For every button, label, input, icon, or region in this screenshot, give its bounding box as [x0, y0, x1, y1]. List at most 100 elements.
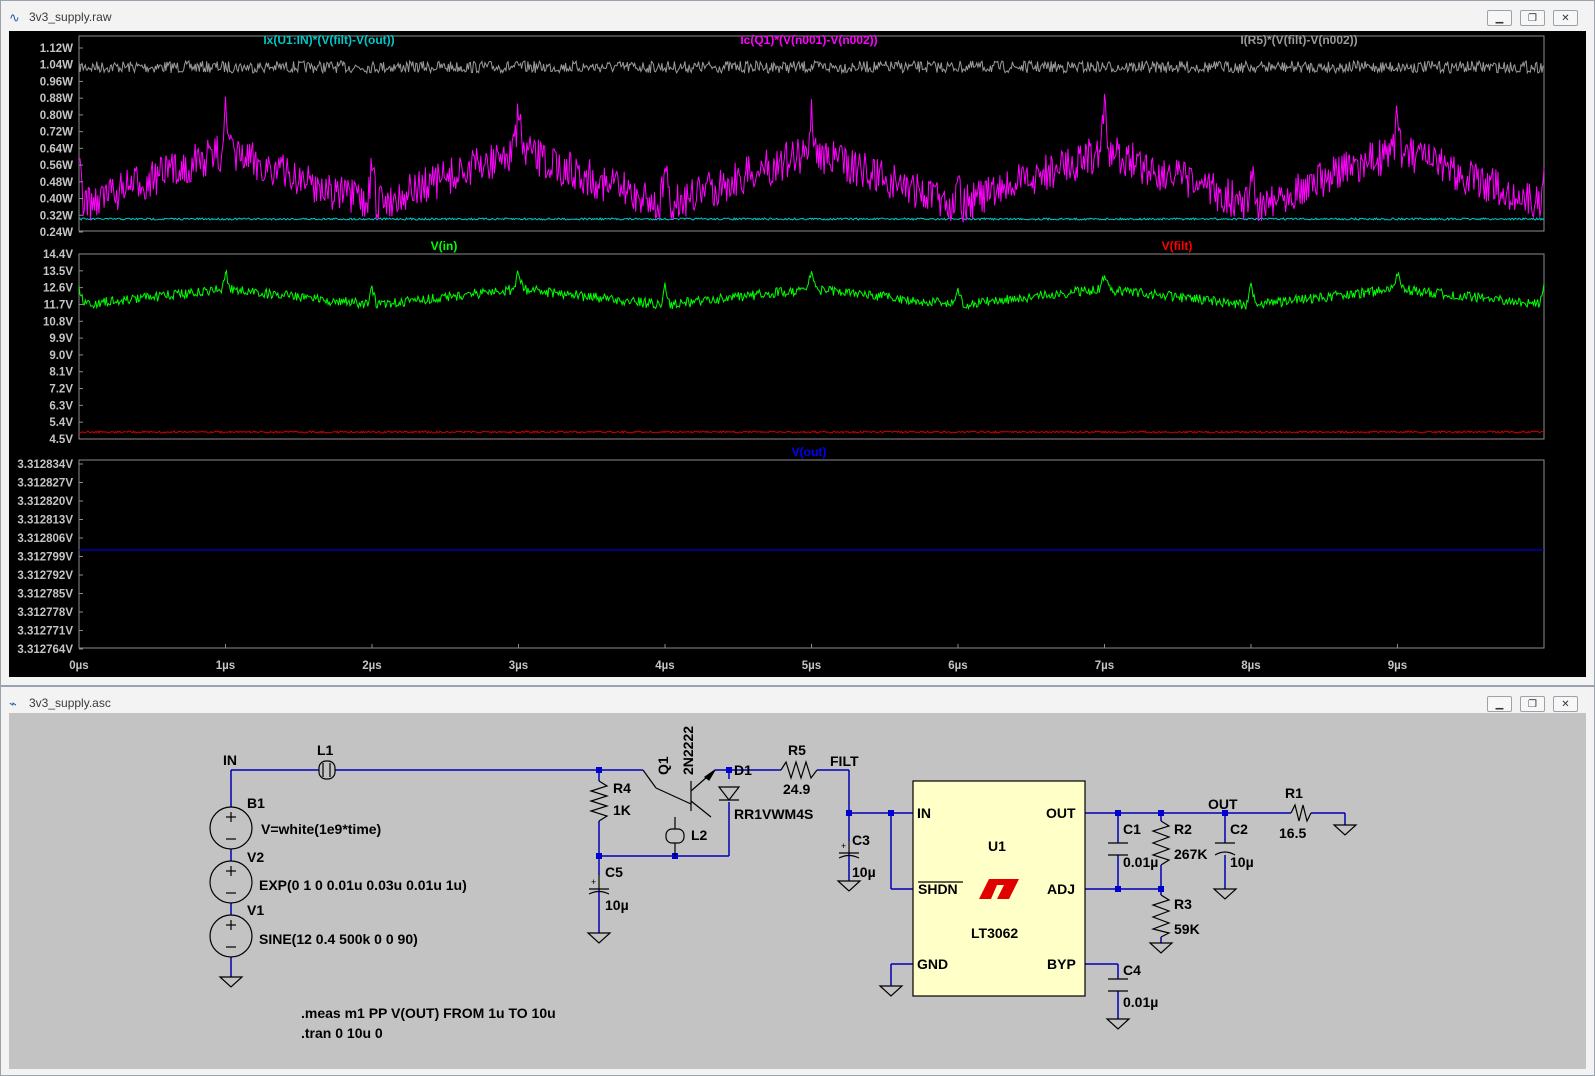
x-tick-label: 1µs	[216, 660, 235, 672]
y-tick-label: 0.96W	[40, 76, 73, 88]
y-tick-label: 0.80W	[40, 110, 73, 122]
voltage-source-v1[interactable]	[209, 914, 253, 958]
trace-ix-u1-power[interactable]	[78, 216, 1545, 221]
resistor-r5[interactable]	[780, 759, 818, 781]
ground-icon	[878, 985, 904, 997]
component-label-r1: R1	[1285, 785, 1303, 801]
component-label-q1: Q1	[655, 756, 671, 775]
capacitor-c4[interactable]	[1108, 978, 1128, 992]
resistor-r2[interactable]	[1151, 820, 1171, 866]
trace-title[interactable]: V(out)	[792, 445, 827, 459]
pin-label-byp: BYP	[1047, 956, 1076, 972]
minimize-button[interactable]: ▁	[1487, 696, 1512, 712]
component-value-q1: 2N2222	[680, 726, 696, 775]
trace-title[interactable]: Ic(Q1)*(V(n001)-V(n002))	[740, 33, 877, 47]
component-label-c4: C4	[1123, 962, 1141, 978]
x-tick-label: 0µs	[69, 660, 88, 672]
spice-directive-meas[interactable]: .meas m1 PP V(OUT) FROM 1u TO 10u	[301, 1005, 556, 1021]
component-value-r2: 267K	[1174, 846, 1207, 862]
y-tick-label: 8.1V	[49, 367, 73, 379]
resistor-r4[interactable]	[588, 780, 610, 822]
close-button[interactable]: ✕	[1553, 696, 1578, 712]
component-value-r3: 59K	[1174, 921, 1200, 937]
x-tick-label: 4µs	[655, 660, 674, 672]
component-value-c5: 10µ	[605, 897, 629, 913]
trace-v-filt[interactable]	[78, 430, 1545, 435]
plot-pane-frame[interactable]	[78, 253, 1545, 440]
regulator-u1[interactable]	[912, 780, 1086, 997]
waveform-titlebar[interactable]: ∿ 3v3_supply.raw ▁ ❐ ✕	[1, 1, 1594, 31]
minimize-button[interactable]: ▁	[1487, 10, 1512, 26]
component-value-c2: 10µ	[1230, 854, 1254, 870]
schematic-titlebar[interactable]: ⌁ 3v3_supply.asc ▁ ❐ ✕	[1, 687, 1594, 717]
resistor-r1[interactable]	[1290, 803, 1312, 823]
transistor-q1[interactable]	[642, 769, 716, 818]
y-tick-label: 0.56W	[40, 160, 73, 172]
waveform-plot[interactable]: 1.12W 1.04W 0.96W 0.88W 0.80W 0.72W 0.64W 0.56W…	[9, 31, 1586, 677]
y-tick-label: 0.24W	[40, 227, 73, 239]
x-tick-label: 8µs	[1241, 660, 1260, 672]
y-tick-label: 9.0V	[49, 350, 73, 362]
y-tick-label: 14.4V	[43, 249, 73, 261]
pin-label-out: OUT	[1046, 805, 1076, 821]
trace-title[interactable]: V(in)	[431, 239, 458, 253]
x-tick-label: 5µs	[802, 660, 821, 672]
net-label-out: OUT	[1208, 796, 1238, 812]
trace-ic-q1-power[interactable]	[78, 93, 1545, 223]
pin-label-adj: ADJ	[1047, 881, 1075, 897]
x-tick-label: 7µs	[1095, 660, 1114, 672]
y-tick-label: 3.312820V	[17, 496, 73, 508]
inductor-l2[interactable]	[665, 817, 685, 856]
capacitor-c5[interactable]	[588, 875, 610, 895]
trace-title[interactable]: Ix(U1:IN)*(V(filt)-V(out))	[263, 33, 394, 47]
restore-button[interactable]: ❐	[1520, 696, 1545, 712]
component-label-c5: C5	[605, 864, 623, 880]
y-tick-label: 3.312813V	[17, 515, 73, 527]
spice-directive-tran[interactable]: .tran 0 10u 0	[301, 1025, 383, 1041]
waveform-window-title: 3v3_supply.raw	[29, 10, 112, 24]
schematic-icon: ⌁	[9, 696, 17, 711]
x-tick-label: 2µs	[362, 660, 381, 672]
lt-logo	[979, 879, 1019, 899]
ground-icon	[1105, 1018, 1131, 1030]
component-part-u1: LT3062	[971, 925, 1018, 941]
capacitor-c3[interactable]	[838, 841, 860, 859]
y-tick-label: 0.32W	[40, 210, 73, 222]
y-tick-label: 3.312792V	[17, 570, 73, 582]
diode-d1[interactable]	[717, 786, 741, 801]
schematic-window: ⌁ 3v3_supply.asc ▁ ❐ ✕	[0, 686, 1595, 1076]
plot-pane-frame[interactable]	[78, 459, 1545, 649]
ground-icon	[1148, 942, 1174, 954]
component-value-d1: RR1VWM4S	[734, 806, 813, 822]
component-label-c2: C2	[1230, 821, 1248, 837]
component-label-c3: C3	[852, 832, 870, 848]
y-tick-label: 10.8V	[43, 316, 73, 328]
trace-title[interactable]: V(filt)	[1162, 239, 1193, 253]
trace-title[interactable]: I(R5)*(V(filt)-V(n002))	[1240, 33, 1357, 47]
y-tick-label: 9.9V	[49, 333, 73, 345]
capacitor-c1[interactable]	[1108, 842, 1128, 856]
component-value-b1: V=white(1e9*time)	[261, 821, 381, 837]
x-tick-label: 6µs	[948, 660, 967, 672]
pin-label-shdn: SHDN	[918, 881, 958, 897]
y-tick-label: 13.5V	[43, 266, 73, 278]
inductor-l1[interactable]	[318, 760, 336, 780]
schematic-drawing[interactable]: ++ IN L1 B1 V=white(1e9*time) V2 EXP(0 1…	[9, 713, 1586, 1067]
component-label-l2: L2	[691, 827, 708, 843]
y-tick-label: 1.04W	[40, 60, 73, 72]
components	[209, 759, 1312, 997]
schematic-canvas[interactable]: + + IN L1 B1 V=white(1e9*time) V2 EXP(0 1…	[9, 713, 1586, 1069]
y-tick-label: 3.312771V	[17, 626, 73, 638]
close-button[interactable]: ✕	[1553, 10, 1578, 26]
trace-v-in[interactable]	[78, 268, 1545, 311]
resistor-r3[interactable]	[1150, 894, 1171, 938]
ground-icon	[586, 932, 612, 944]
capacitor-c2[interactable]	[1214, 842, 1236, 856]
voltage-source-b1[interactable]	[209, 806, 253, 850]
restore-button[interactable]: ❐	[1520, 10, 1545, 26]
trace-i-r5-power[interactable]	[78, 59, 1545, 75]
voltage-source-v2[interactable]	[209, 860, 253, 904]
waveform-plot-area[interactable]: 1.12W 1.04W 0.96W 0.88W 0.80W 0.72W 0.64W 0.56W…	[9, 31, 1586, 677]
plot-pane-frame[interactable]	[78, 35, 1545, 232]
y-tick-label: 0.88W	[40, 93, 73, 105]
